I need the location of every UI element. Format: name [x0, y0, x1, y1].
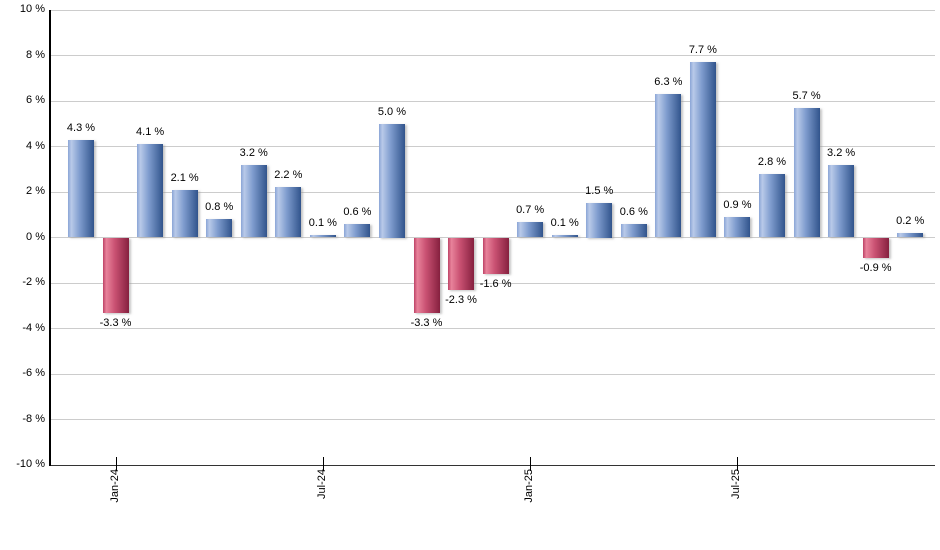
bar-value-label: 4.3 % — [66, 121, 96, 134]
bar-value-label: 2.8 % — [757, 155, 787, 168]
bar-Sep-24[interactable] — [378, 123, 405, 238]
gridline — [51, 146, 935, 147]
x-axis-tick-label: Jan-24 — [108, 469, 121, 503]
y-axis-tick-label: 0 % — [26, 230, 45, 243]
bar-value-label: 1.5 % — [585, 185, 614, 198]
x-axis-tick — [530, 457, 532, 471]
bar-Jan-25[interactable] — [517, 221, 544, 238]
gridline — [51, 9, 935, 11]
bar-Jul-24[interactable] — [309, 235, 336, 238]
bar-value-label: 0.7 % — [516, 203, 545, 216]
bar-Dec-25[interactable] — [897, 232, 924, 238]
y-axis-tick-label: -8 % — [22, 412, 45, 425]
y-axis-tick-label: -6 % — [22, 367, 45, 379]
y-axis-line — [49, 10, 51, 466]
bar-May-24[interactable] — [240, 164, 267, 238]
y-axis-tick-label: -2 % — [22, 276, 45, 288]
plot-area: 4.3 % -3.3 % 4.1 % 2.1 % 0.8 % 3.2 % 2.2 % 0.1 … — [51, 9, 935, 465]
gridline — [51, 373, 935, 375]
x-axis-line — [51, 465, 935, 466]
bar-value-label: 3.2 % — [827, 146, 856, 159]
bar-Mar-25[interactable] — [586, 203, 613, 238]
x-axis-tick-label: Jul-24 — [315, 469, 328, 499]
gridline — [51, 282, 935, 284]
bar-Jun-24[interactable] — [275, 187, 302, 238]
bar-May-25[interactable] — [655, 94, 682, 238]
y-axis-tick-label: 10 % — [19, 3, 45, 15]
bar-value-label: 0.6 % — [343, 205, 372, 218]
x-axis-tick — [737, 457, 739, 471]
bar-Apr-25[interactable] — [620, 223, 647, 238]
bar-Dec-24[interactable] — [482, 237, 509, 274]
x-axis-tick — [115, 457, 117, 471]
bar-value-label: 5.7 % — [792, 89, 821, 102]
bar-Mar-24[interactable] — [171, 189, 198, 238]
bar-value-label: 0.9 % — [723, 199, 752, 212]
x-axis-tick — [322, 457, 324, 471]
bar-value-label: -1.6 % — [479, 277, 512, 290]
bar-Oct-24[interactable] — [413, 237, 440, 313]
bar-Jun-25[interactable] — [689, 62, 716, 238]
gridline — [51, 100, 935, 102]
bar-Dec-23[interactable] — [68, 139, 94, 238]
bar-value-label: -2.3 % — [445, 293, 477, 306]
y-axis-tick-label: 2 % — [26, 185, 45, 197]
bar-value-label: 0.1 % — [550, 217, 579, 230]
bar-Jul-25[interactable] — [724, 217, 751, 238]
bar-value-label: -3.3 % — [410, 316, 443, 329]
bar-Sep-25[interactable] — [793, 107, 820, 238]
bar-Nov-24[interactable] — [448, 237, 475, 290]
y-axis-tick-label: -4 % — [22, 321, 45, 334]
bar-value-label: 2.2 % — [274, 169, 303, 182]
y-axis-tick-label: -10 % — [16, 458, 45, 470]
bar-value-label: 0.6 % — [619, 205, 648, 218]
gridline — [51, 191, 935, 193]
bar-Aug-25[interactable] — [759, 173, 785, 238]
bar-value-label: 7.7 % — [688, 44, 717, 57]
bar-value-label: 0.8 % — [205, 201, 234, 214]
gridline — [51, 328, 935, 329]
bar-Apr-24[interactable] — [206, 219, 233, 238]
bar-value-label: 4.1 % — [136, 126, 165, 139]
x-axis-tick-label: Jan-25 — [523, 469, 536, 503]
bar-value-label: 6.3 % — [654, 76, 683, 89]
bar-Oct-25[interactable] — [828, 164, 855, 238]
bar-Feb-25[interactable] — [551, 235, 578, 238]
bar-value-label: 3.2 % — [239, 146, 268, 159]
bar-Jan-24[interactable] — [102, 237, 129, 313]
bar-value-label: -0.9 % — [859, 261, 892, 274]
y-axis-tick-label: 8 % — [26, 48, 45, 61]
y-axis-tick-label: 4 % — [26, 139, 45, 152]
bar-value-label: 2.1 % — [170, 171, 199, 184]
bar-Feb-24[interactable] — [137, 144, 164, 238]
bar-value-label: 5.0 % — [377, 105, 406, 118]
gridline — [51, 419, 935, 420]
y-axis-tick-label: 6 % — [26, 94, 45, 106]
bar-value-label: 0.1 % — [308, 217, 337, 230]
bar-value-label: -3.3 % — [99, 316, 132, 329]
gridline — [51, 55, 935, 56]
x-axis-tick-label: Jul-25 — [730, 469, 743, 499]
bar-value-label: 0.2 % — [896, 214, 925, 227]
bar-Aug-24[interactable] — [344, 223, 371, 238]
bar-Nov-25[interactable] — [862, 237, 889, 258]
